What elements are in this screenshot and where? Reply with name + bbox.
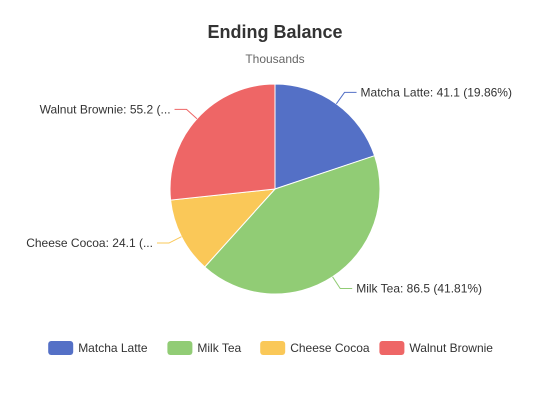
legend: Matcha Latte Milk Tea Cheese Cocoa Walnut B… [48,341,493,355]
legend-swatch-matcha-latte [48,341,74,355]
leader-line-walnut-brownie [174,108,198,120]
chart-subtitle: Thousands [245,52,305,66]
legend-label-milk-tea: Milk Tea [197,341,241,355]
pie-slice-matcha-latte[interactable] [274,83,376,190]
slice-label-milk-tea: Milk Tea: 86.5 (41.81%) [356,282,482,296]
leader-lines-group [156,91,357,290]
legend-item-milk-tea[interactable]: Milk Tea [167,341,242,355]
legend-label-walnut-brownie: Walnut Brownie [409,341,493,355]
slice-labels-group: Matcha Latte: 41.1 (19.86%) Milk Tea: 86.… [26,85,512,295]
slice-label-walnut-brownie: Walnut Brownie: 55.2 (... [40,102,171,116]
legend-label-matcha-latte: Matcha Latte [78,341,148,355]
legend-swatch-cheese-cocoa [260,341,286,355]
legend-label-cheese-cocoa: Cheese Cocoa [290,341,370,355]
legend-item-matcha-latte[interactable]: Matcha Latte [48,341,148,355]
legend-swatch-milk-tea [167,341,193,355]
slice-label-cheese-cocoa: Cheese Cocoa: 24.1 (... [26,236,153,250]
leader-line-milk-tea [332,276,353,290]
leader-line-matcha-latte [335,91,357,105]
pie-slice-cheese-cocoa[interactable] [170,188,277,268]
slices-group [169,83,381,295]
legend-swatch-walnut-brownie [379,341,405,355]
legend-item-cheese-cocoa[interactable]: Cheese Cocoa [260,341,370,355]
pie-slice-milk-tea[interactable] [204,155,381,295]
leader-line-cheese-cocoa [156,236,182,244]
slice-label-matcha-latte: Matcha Latte: 41.1 (19.86%) [361,85,512,99]
pie-slice-walnut-brownie[interactable] [169,83,276,201]
chart-title: Ending Balance [207,22,343,42]
legend-item-walnut-brownie[interactable]: Walnut Brownie [379,341,493,355]
